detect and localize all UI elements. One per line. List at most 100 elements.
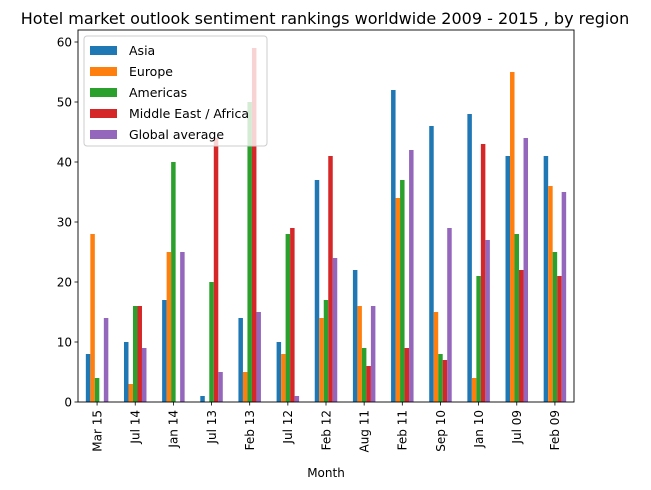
x-tick-label: Jul 09 — [510, 410, 524, 445]
x-tick-label: Jan 14 — [167, 410, 181, 449]
bar-americas-4 — [247, 102, 252, 402]
bar-middle-east-africa-7 — [366, 366, 371, 402]
bar-europe-2 — [166, 252, 172, 402]
bar-americas-12 — [552, 252, 558, 402]
bar-americas-3 — [209, 282, 214, 402]
bar-middle-east-africa-3 — [213, 138, 219, 402]
bar-europe-7 — [357, 306, 362, 402]
bar-middle-east-africa-1 — [137, 306, 142, 402]
bar-asia-5 — [276, 342, 282, 402]
bar-asia-2 — [162, 300, 167, 402]
bar-europe-0 — [90, 234, 95, 402]
bar-europe-12 — [548, 186, 553, 402]
bar-asia-4 — [238, 318, 243, 402]
bar-europe-9 — [433, 312, 439, 402]
legend-label: Asia — [129, 43, 155, 58]
bar-americas-10 — [476, 276, 481, 402]
bar-asia-7 — [352, 270, 358, 402]
bar-middle-east-africa-5 — [290, 228, 295, 402]
legend-swatch — [90, 109, 117, 118]
bar-asia-12 — [543, 156, 549, 402]
y-tick-label: 20 — [57, 275, 72, 289]
x-tick-label: Feb 11 — [396, 410, 410, 450]
bar-asia-0 — [85, 354, 91, 402]
bars-layer — [85, 48, 567, 402]
bar-europe-10 — [471, 378, 477, 402]
bar-europe-6 — [319, 318, 324, 402]
y-tick-label: 10 — [57, 335, 72, 349]
bar-middle-east-africa-6 — [328, 156, 333, 402]
bar-europe-5 — [281, 354, 286, 402]
chart-title: Hotel market outlook sentiment rankings … — [21, 9, 629, 28]
bar-asia-1 — [123, 342, 129, 402]
bar-americas-8 — [400, 180, 405, 402]
bar-americas-2 — [171, 162, 176, 402]
y-tick-label: 0 — [64, 395, 72, 409]
bar-americas-6 — [323, 300, 329, 402]
bar-global-average-6 — [332, 258, 338, 402]
bar-americas-7 — [361, 348, 367, 402]
bar-europe-1 — [128, 384, 133, 402]
legend-swatch — [90, 46, 117, 55]
bar-middle-east-africa-8 — [404, 348, 410, 402]
x-tick-label: Jul 13 — [205, 410, 219, 445]
y-axis: 0 10 20 30 40 50 60 — [57, 35, 78, 409]
bar-global-average-5 — [294, 396, 300, 402]
y-tick-label: 50 — [57, 95, 72, 109]
bar-middle-east-africa-12 — [557, 276, 562, 402]
bar-americas-11 — [514, 234, 520, 402]
bar-asia-11 — [505, 156, 511, 402]
x-tick-label: Aug 11 — [357, 410, 371, 453]
bar-global-average-7 — [370, 306, 376, 402]
bar-europe-8 — [395, 198, 401, 402]
x-tick-label: Feb 12 — [319, 410, 333, 450]
legend-label: Middle East / Africa — [129, 106, 249, 121]
legend: Asia Europe Americas Middle East / Africa Gl… — [83, 35, 268, 147]
bar-asia-6 — [314, 180, 320, 402]
x-axis-label: Month — [307, 466, 345, 480]
legend-box — [83, 35, 268, 147]
legend-swatch — [90, 67, 117, 76]
x-tick-label: Feb 13 — [243, 410, 257, 450]
bar-global-average-1 — [141, 348, 147, 402]
bar-global-average-0 — [103, 318, 109, 402]
bar-global-average-11 — [523, 138, 529, 402]
bar-global-average-2 — [180, 252, 185, 402]
y-tick-label: 30 — [57, 215, 72, 229]
bar-global-average-9 — [447, 228, 452, 402]
bar-asia-9 — [429, 126, 434, 402]
legend-swatch — [90, 88, 117, 97]
bar-americas-9 — [438, 354, 443, 402]
x-axis: Mar 15 Jul 14 Jan 14 Jul 13 Feb 13 Jul 12 Feb … — [90, 402, 562, 453]
bar-global-average-3 — [218, 372, 223, 402]
x-tick-label: Feb 09 — [548, 410, 562, 450]
bar-middle-east-africa-4 — [251, 48, 257, 402]
legend-swatch — [90, 130, 117, 139]
bar-middle-east-africa-10 — [480, 144, 486, 402]
bar-middle-east-africa-9 — [442, 360, 448, 402]
bar-americas-1 — [132, 306, 138, 402]
legend-label: Europe — [129, 64, 173, 79]
x-tick-label: Sep 10 — [434, 410, 448, 452]
bar-global-average-10 — [485, 240, 490, 402]
bar-asia-10 — [467, 114, 472, 402]
x-tick-label: Mar 15 — [90, 410, 104, 452]
y-tick-label: 40 — [57, 155, 72, 169]
bar-global-average-8 — [409, 150, 414, 402]
x-tick-label: Jan 10 — [472, 410, 486, 449]
bar-europe-4 — [242, 372, 248, 402]
y-tick-label: 60 — [57, 35, 72, 49]
bar-global-average-12 — [561, 192, 567, 402]
bar-middle-east-africa-11 — [519, 270, 524, 402]
bar-americas-0 — [94, 378, 100, 402]
bar-americas-5 — [285, 234, 291, 402]
bar-asia-8 — [391, 90, 396, 402]
x-tick-label: Jul 12 — [281, 410, 295, 445]
legend-label: Global average — [129, 127, 224, 142]
x-tick-label: Jul 14 — [129, 410, 143, 445]
legend-label: Americas — [129, 85, 187, 100]
bar-global-average-4 — [256, 312, 261, 402]
bar-europe-11 — [510, 72, 515, 402]
bar-asia-3 — [200, 396, 205, 402]
